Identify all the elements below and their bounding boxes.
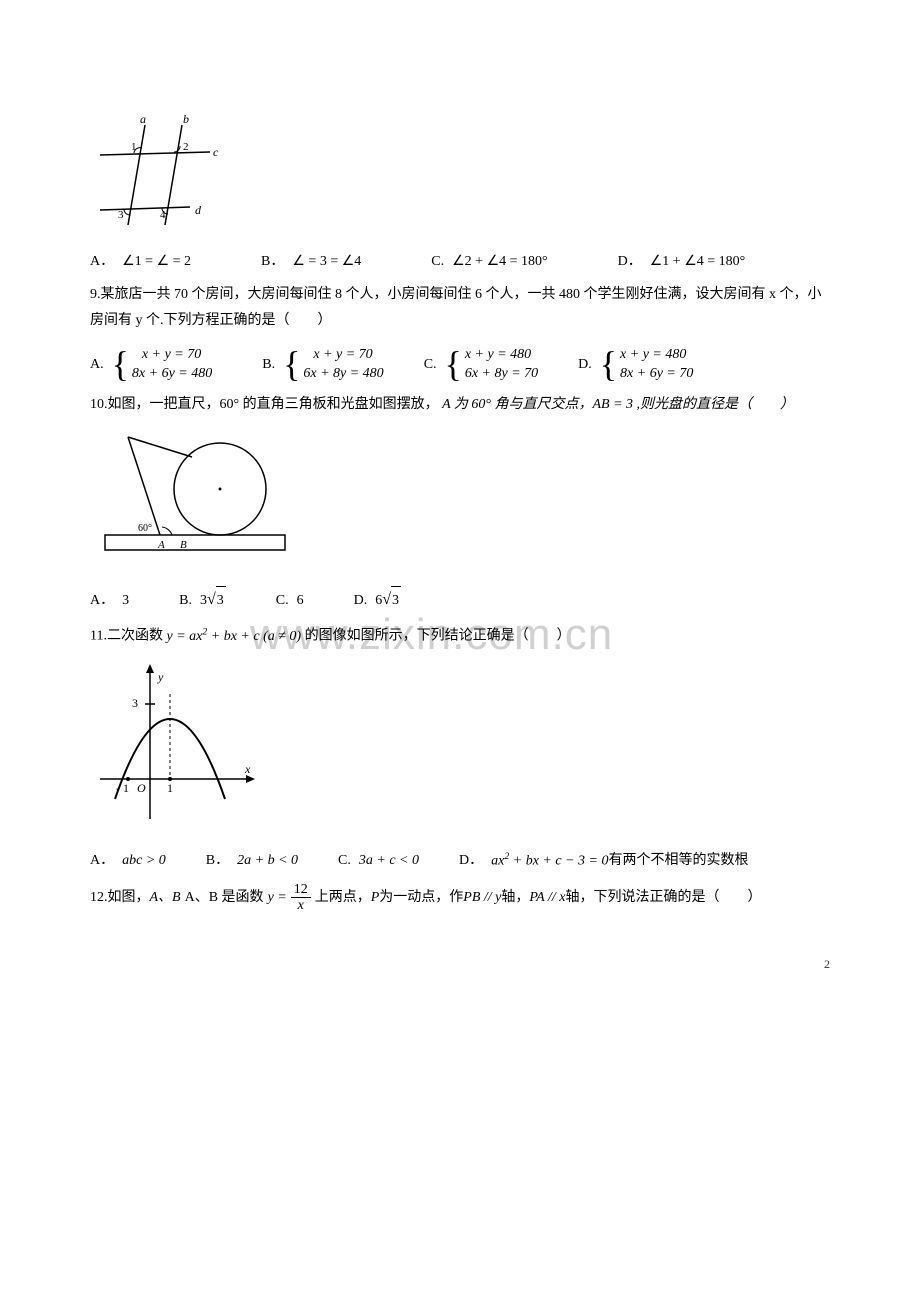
q10-figure: 60° A B (90, 427, 830, 576)
q9-options: A. { x + y = 70 8x + 6y = 480 B. { x + y… (90, 345, 830, 384)
label-b: b (183, 112, 189, 126)
q8-options: A． ∠1 = ∠ = 2 B． ∠ = 3 = ∠4 C. ∠2 + ∠4 =… (90, 249, 830, 274)
q9-text: 9.某旅店一共 70 个房间，大房间每间住 8 个人，小房间每间住 6 个人，一… (90, 282, 830, 332)
label-c: c (213, 145, 219, 159)
angle-60: 60° (138, 523, 152, 534)
q11-figure: y x O 3 - 1 1 (90, 659, 830, 838)
angle-3: 3 (118, 209, 124, 221)
angle-1: 1 (131, 141, 137, 153)
point-b: B (180, 539, 187, 551)
q11-option-b: B． 2a + b < 0 (206, 848, 298, 873)
q10-option-c: C. 6 (276, 588, 304, 613)
x-tick-1: 1 (167, 781, 173, 795)
q9-option-a: A. { x + y = 70 8x + 6y = 480 (90, 345, 212, 384)
q8-option-b: B． ∠ = 3 = ∠4 (261, 249, 361, 274)
x-tick-neg1: - 1 (116, 781, 129, 795)
q8-figure: a b c d 1 2 3 4 (90, 110, 830, 239)
page-number: 2 (90, 954, 830, 976)
q9-option-b: B. { x + y = 70 6x + 8y = 480 (262, 345, 383, 384)
y-tick-3: 3 (132, 696, 138, 710)
page-content: a b c d 1 2 3 4 A． ∠1 = ∠ = 2 B． ∠ = 3 =… (90, 110, 830, 975)
point-a: A (157, 539, 165, 551)
q12-text: 12.如图， A、B A、B 是函数 y = 12 x 上两点， P 为一动点，… (90, 882, 830, 914)
q11-text: 11.二次函数 y = ax2 + bx + c (a ≠ 0) 的图像如图所示… (90, 623, 830, 649)
q11-option-c: C. 3a + c < 0 (338, 848, 419, 873)
q10-option-d: D. 6√3 (354, 586, 401, 615)
q8-option-d: D． ∠1 + ∠4 = 180° (618, 249, 746, 274)
label-a: a (140, 112, 146, 126)
label-d: d (195, 203, 202, 217)
q10-text: 10.如图，一把直尺，60° 的直角三角板和光盘如图摆放， A 为 60° 角与… (90, 392, 830, 417)
q11-options: A． abc > 0 B． 2a + b < 0 C. 3a + c < 0 D… (90, 848, 830, 874)
q9-option-d: D. { x + y = 480 8x + 6y = 70 (578, 345, 693, 384)
q8-option-a: A． ∠1 = ∠ = 2 (90, 249, 191, 274)
angle-2: 2 (183, 141, 189, 153)
q10-options: A． 3 B. 3√3 C. 6 D. 6√3 (90, 586, 830, 615)
x-axis-label: x (244, 762, 251, 776)
q10-option-b: B. 3√3 (179, 586, 226, 615)
y-axis-label: y (157, 670, 164, 684)
q11-option-d: D． ax2 + bx + c − 3 = 0 有两个不相等的实数根 (459, 848, 748, 874)
q8-option-c: C. ∠2 + ∠4 = 180° (431, 249, 547, 274)
q11-option-a: A． abc > 0 (90, 848, 166, 873)
q10-option-a: A． 3 (90, 588, 129, 613)
q9-option-c: C. { x + y = 480 6x + 8y = 70 (424, 345, 538, 384)
origin-label: O (137, 781, 146, 795)
